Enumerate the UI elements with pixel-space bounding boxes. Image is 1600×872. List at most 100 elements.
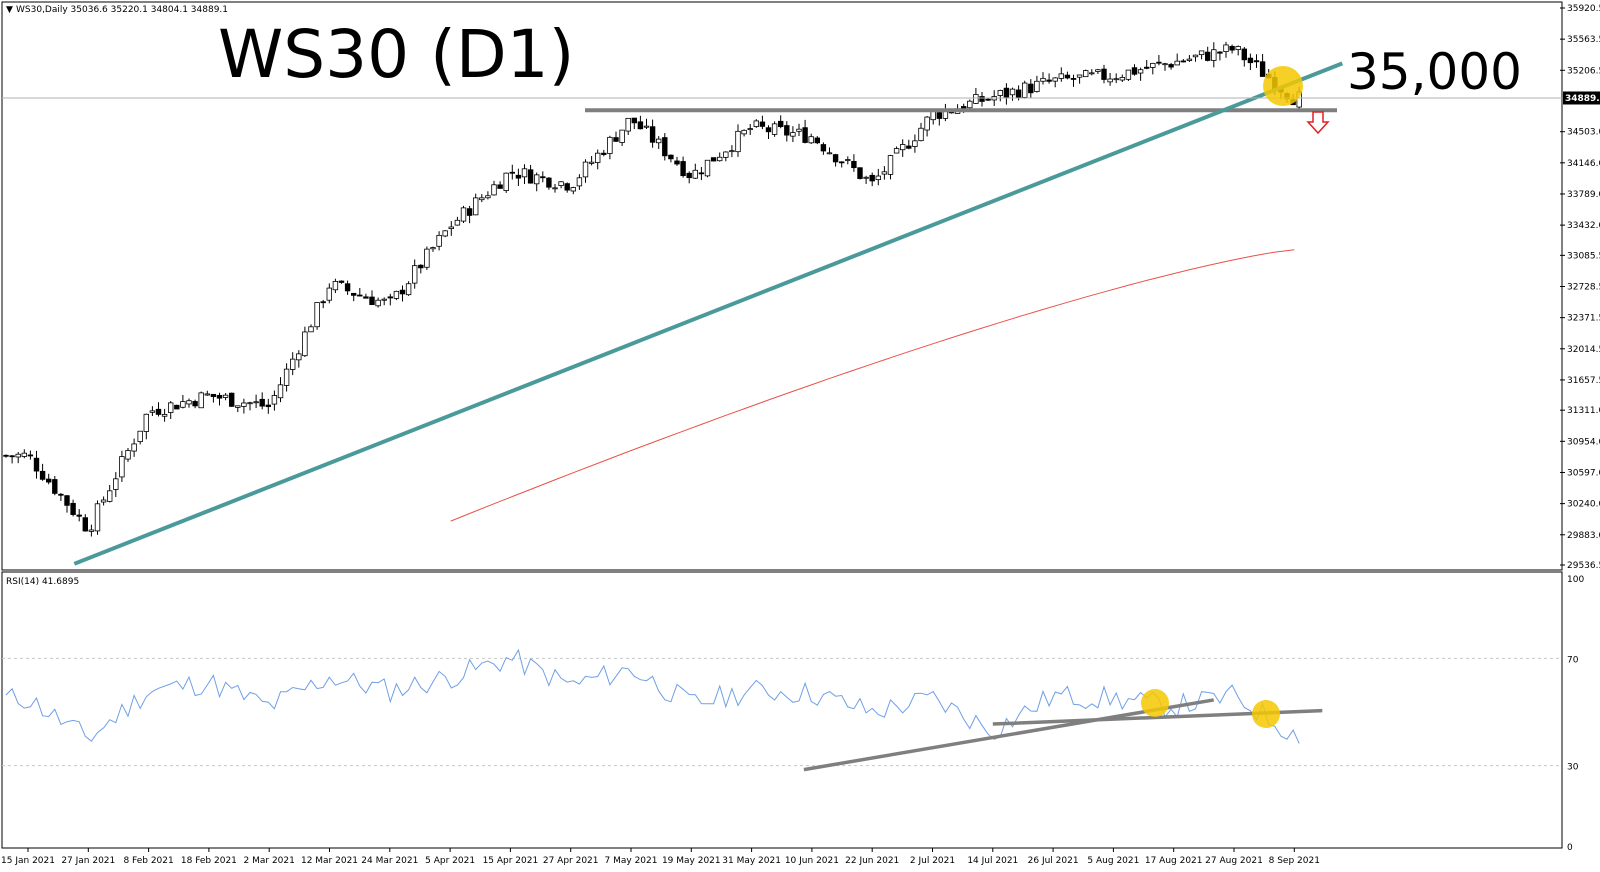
rsi-line (5, 648, 1300, 744)
candle (46, 473, 52, 485)
candle (534, 172, 540, 192)
candle (143, 413, 149, 440)
candle (1076, 74, 1083, 84)
candle (192, 399, 198, 409)
candle (222, 393, 229, 401)
time-tick-label: 2 Mar 2021 (244, 856, 295, 866)
price-tick-label: 32014.5 (1567, 345, 1600, 355)
candle (137, 430, 143, 445)
candle (893, 146, 900, 154)
candle (485, 191, 491, 200)
candle (607, 135, 613, 160)
candle (424, 246, 430, 270)
candle (857, 167, 863, 180)
price-tick-label: 33085.5 (1567, 251, 1600, 261)
candle (741, 129, 747, 137)
price-tick-label: 30240.0 (1567, 500, 1600, 510)
candle (881, 166, 888, 180)
candle (338, 280, 345, 284)
level-annotation: 35,000 (1347, 43, 1522, 101)
candle (832, 153, 839, 167)
price-tick-label: 31311.0 (1567, 406, 1600, 416)
rsi-highlight-circle-1 (1141, 689, 1169, 717)
candle (808, 133, 814, 144)
candle (692, 163, 698, 179)
candle (1064, 71, 1071, 80)
candle (1241, 46, 1247, 67)
time-tick-label: 18 Feb 2021 (181, 856, 237, 866)
candle (973, 88, 979, 104)
candle (302, 326, 308, 357)
candle (1095, 68, 1101, 74)
down-arrow-icon (1306, 111, 1330, 135)
candle (155, 402, 162, 417)
candle (241, 398, 247, 414)
chart-title: WS30 (D1) (218, 16, 574, 93)
candle (216, 392, 223, 406)
time-tick-label: 27 Apr 2021 (543, 856, 599, 866)
chart-header-info: WS30,Daily 35036.6 35220.1 34804.1 34889… (16, 5, 228, 15)
candle (1247, 53, 1254, 71)
candle (381, 297, 387, 306)
candle (411, 259, 418, 289)
candle (113, 472, 119, 498)
candle (918, 122, 924, 142)
time-tick-label: 27 Aug 2021 (1205, 856, 1263, 866)
time-tick-label: 19 May 2021 (662, 856, 721, 866)
candle (851, 154, 857, 172)
price-tick-label: 30597.0 (1567, 468, 1600, 478)
candle (369, 290, 375, 306)
candle (717, 152, 723, 162)
time-tick-label: 26 Jul 2021 (1028, 856, 1079, 866)
candle (1186, 55, 1193, 63)
candle (332, 278, 339, 294)
time-tick-label: 14 Jul 2021 (967, 856, 1018, 866)
candle (1235, 45, 1241, 56)
candle (900, 139, 906, 157)
candle (1180, 58, 1186, 63)
candle (308, 324, 314, 333)
candle (131, 438, 137, 457)
candle (704, 159, 711, 178)
price-tick-label: 32728.5 (1567, 283, 1600, 293)
time-tick-label: 15 Apr 2021 (483, 856, 539, 866)
candle (1229, 44, 1235, 54)
candle (698, 166, 705, 181)
candle (186, 398, 192, 408)
candle (107, 484, 113, 503)
candle (387, 293, 393, 306)
candle (82, 514, 88, 532)
current-price-label: 34889.1 (1563, 91, 1600, 105)
candle (1107, 72, 1113, 86)
time-tick-label: 17 Aug 2021 (1145, 856, 1203, 866)
candle (613, 131, 619, 142)
candle (161, 408, 168, 422)
candle (497, 181, 503, 189)
candle (637, 115, 644, 130)
candle (784, 121, 790, 142)
candle (454, 216, 461, 226)
ma200-line (450, 249, 1295, 522)
time-tick-label: 8 Feb 2021 (123, 856, 173, 866)
candle (656, 136, 662, 149)
candle (88, 524, 95, 537)
candle (759, 115, 766, 130)
candle (3, 454, 9, 458)
candle (1174, 53, 1180, 66)
candle (253, 394, 259, 409)
candle (1058, 67, 1064, 82)
time-tick-label: 27 Jan 2021 (61, 856, 115, 866)
chart-header-menu-icon[interactable]: ▼ (6, 5, 13, 15)
candle (839, 161, 845, 168)
time-tick-label: 10 Jun 2021 (785, 856, 839, 866)
candle (723, 151, 729, 162)
candle (27, 450, 34, 460)
candle (1156, 55, 1162, 66)
candle (619, 129, 625, 147)
candle (570, 186, 576, 195)
rsi-tick-label: 0 (1567, 843, 1573, 853)
candle (350, 292, 357, 302)
candle (820, 142, 827, 155)
candle (399, 285, 406, 302)
